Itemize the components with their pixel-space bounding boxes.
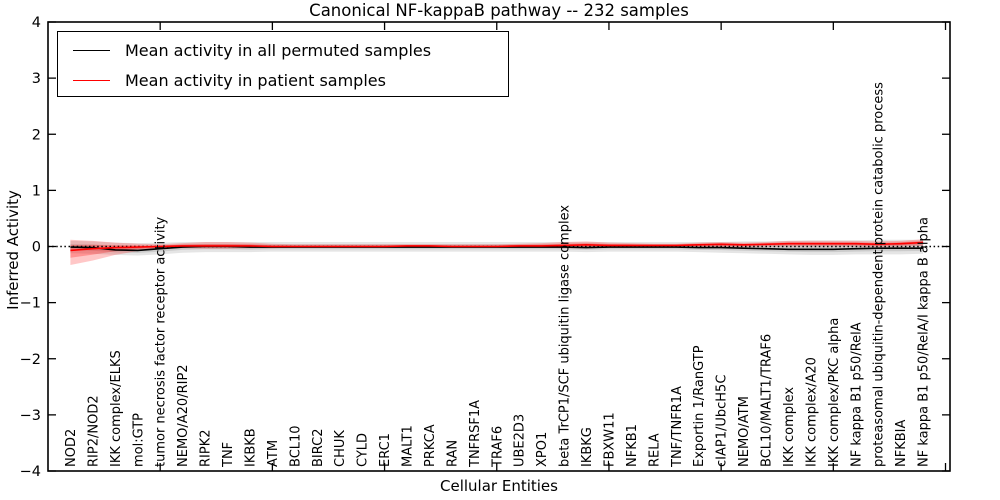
svg-text:4: 4 — [32, 15, 41, 31]
svg-text:BCL10/MALT1/TRAF6: BCL10/MALT1/TRAF6 — [760, 334, 775, 467]
svg-text:−2: −2 — [20, 352, 41, 368]
svg-text:IKBKB: IKBKB — [243, 428, 258, 467]
svg-text:NFKB1: NFKB1 — [625, 424, 640, 467]
y-tick-labels: 4 3 2 1 0 −1 −2 −3 −4 — [20, 15, 41, 480]
svg-text:−3: −3 — [20, 408, 41, 424]
svg-text:IKBKG: IKBKG — [580, 427, 595, 467]
svg-text:3: 3 — [32, 71, 41, 87]
y-axis-label: Inferred Activity — [4, 190, 22, 310]
svg-text:NF kappa B1 p50/RelA/I kappa B: NF kappa B1 p50/RelA/I kappa B alpha — [917, 217, 932, 467]
svg-text:ATM: ATM — [266, 440, 281, 467]
svg-text:−4: −4 — [20, 464, 41, 480]
axis-ticks — [48, 21, 950, 472]
svg-text:TNF: TNF — [221, 442, 236, 468]
svg-text:cIAP1/UbcH5C: cIAP1/UbcH5C — [715, 375, 730, 467]
svg-text:CYLD: CYLD — [356, 433, 371, 467]
svg-text:1: 1 — [32, 183, 41, 199]
legend-entry-permuted: Mean activity in all permuted samples — [58, 34, 431, 66]
svg-text:MALT1: MALT1 — [401, 425, 416, 467]
svg-text:UBE2D3: UBE2D3 — [513, 414, 528, 467]
chart-title: Canonical NF-kappaB pathway -- 232 sampl… — [309, 1, 689, 20]
svg-text:mol:GTP: mol:GTP — [131, 413, 146, 467]
svg-text:IKK complex: IKK complex — [782, 387, 797, 467]
legend-label: Mean activity in all permuted samples — [125, 40, 432, 60]
svg-text:2: 2 — [32, 127, 41, 143]
svg-text:IKK complex/A20: IKK complex/A20 — [804, 357, 819, 467]
svg-text:XPO1: XPO1 — [535, 432, 550, 467]
svg-text:TNF/TNFR1A: TNF/TNFR1A — [670, 386, 685, 468]
svg-text:Exportin 1/RanGTP: Exportin 1/RanGTP — [692, 345, 707, 467]
svg-text:proteasomal ubiquitin-dependen: proteasomal ubiquitin-dependent protein … — [872, 82, 887, 467]
permuted-line-swatch — [73, 49, 110, 51]
svg-text:tumor necrosis factor receptor: tumor necrosis factor receptor activity — [154, 216, 169, 467]
legend: Mean activity in all permuted samples Me… — [57, 31, 509, 97]
x-tick-labels: NOD2 RIP2/NOD2 IKK complex/ELKS mol:GTP tumo… — [64, 82, 932, 468]
svg-text:PRKCA: PRKCA — [423, 424, 438, 467]
svg-text:−1: −1 — [20, 296, 41, 312]
svg-text:NFKBIA: NFKBIA — [894, 420, 909, 467]
svg-text:FBXW11: FBXW11 — [602, 412, 617, 467]
svg-text:RIPK2: RIPK2 — [199, 429, 214, 467]
svg-text:RELA: RELA — [647, 433, 662, 467]
svg-text:NEMO/ATM: NEMO/ATM — [737, 396, 752, 467]
x-axis-label: Cellular Entities — [440, 477, 558, 495]
svg-text:NEMO/A20/RIP2: NEMO/A20/RIP2 — [176, 364, 191, 467]
svg-text:NOD2: NOD2 — [64, 429, 79, 467]
svg-text:beta TrCP1/SCF ubiquitin ligas: beta TrCP1/SCF ubiquitin ligase complex — [558, 205, 573, 467]
svg-text:IKK complex/PKC alpha: IKK complex/PKC alpha — [827, 318, 842, 467]
svg-text:BCL10: BCL10 — [288, 425, 303, 467]
svg-text:ERC1: ERC1 — [378, 433, 393, 467]
svg-text:TNFRSF1A: TNFRSF1A — [468, 400, 483, 468]
mean-lines — [70, 241, 924, 252]
svg-text:CHUK: CHUK — [333, 430, 348, 467]
svg-text:IKK complex/ELKS: IKK complex/ELKS — [109, 350, 124, 467]
svg-text:RIP2/NOD2: RIP2/NOD2 — [86, 395, 101, 467]
patient-line-swatch — [73, 79, 110, 81]
legend-entry-patient: Mean activity in patient samples — [58, 64, 386, 96]
svg-text:RAN: RAN — [445, 440, 460, 467]
svg-text:TRAF6: TRAF6 — [490, 426, 505, 468]
svg-text:BIRC2: BIRC2 — [311, 429, 326, 468]
legend-label: Mean activity in patient samples — [125, 70, 386, 90]
svg-text:0: 0 — [32, 240, 41, 256]
svg-text:NF kappa B1 p50/RelA: NF kappa B1 p50/RelA — [849, 322, 864, 467]
